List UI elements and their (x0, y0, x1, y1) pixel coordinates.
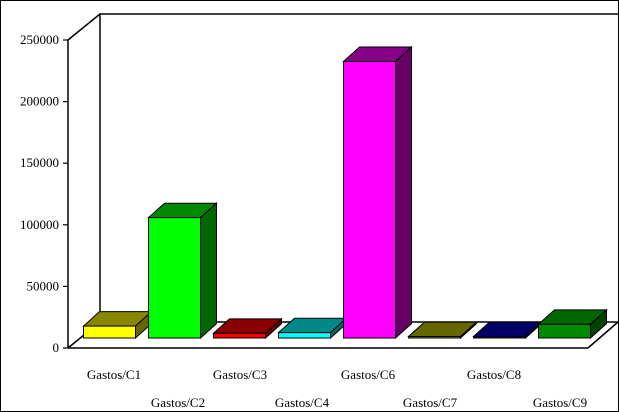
bar-side (395, 45, 412, 340)
side-wall-top (67, 13, 101, 41)
bar-front (408, 336, 461, 339)
y-tick-label: 150000 (20, 155, 59, 170)
bar-front (278, 332, 331, 339)
x-tick-label: Gastos/C9 (533, 395, 587, 410)
bar (342, 45, 413, 340)
bar (212, 317, 283, 340)
x-tick-label: Gastos/C2 (151, 395, 205, 410)
bar-front (83, 325, 136, 339)
x-tick-label: Gastos/C4 (275, 395, 330, 410)
bar-top (472, 321, 543, 337)
x-tick-label: Gastos/C6 (341, 367, 396, 382)
x-tick-label: Gastos/C1 (87, 367, 141, 382)
bar-front (213, 332, 266, 339)
y-tick-label: 200000 (20, 94, 59, 109)
bar-side (200, 202, 217, 340)
bar (537, 308, 608, 340)
x-axis-labels: Gastos/C1 Gastos/C2 Gastos/C3 Gastos/C4 Gast… (87, 367, 587, 410)
bar (472, 320, 543, 340)
bar-front (538, 323, 591, 339)
floor-right-edge (587, 321, 619, 349)
bar-front (148, 217, 201, 339)
bar-front (343, 60, 396, 339)
bar (277, 317, 348, 340)
x-tick-label: Gastos/C8 (467, 367, 521, 382)
bar-top (407, 321, 478, 337)
bar (82, 310, 153, 340)
y-tick-label: 250000 (20, 32, 59, 47)
y-tick-label: 50000 (27, 278, 60, 293)
x-tick-label: Gastos/C3 (213, 367, 267, 382)
y-tick-label: 0 (53, 340, 60, 355)
bar-front (473, 336, 526, 339)
bar (147, 202, 218, 340)
y-axis-ticks: 0 50000 100000 150000 200000 250000 (20, 32, 68, 355)
bar (407, 320, 478, 340)
chart-bars (82, 45, 608, 340)
x-tick-label: Gastos/C7 (403, 395, 458, 410)
y-tick-label: 100000 (20, 217, 59, 232)
